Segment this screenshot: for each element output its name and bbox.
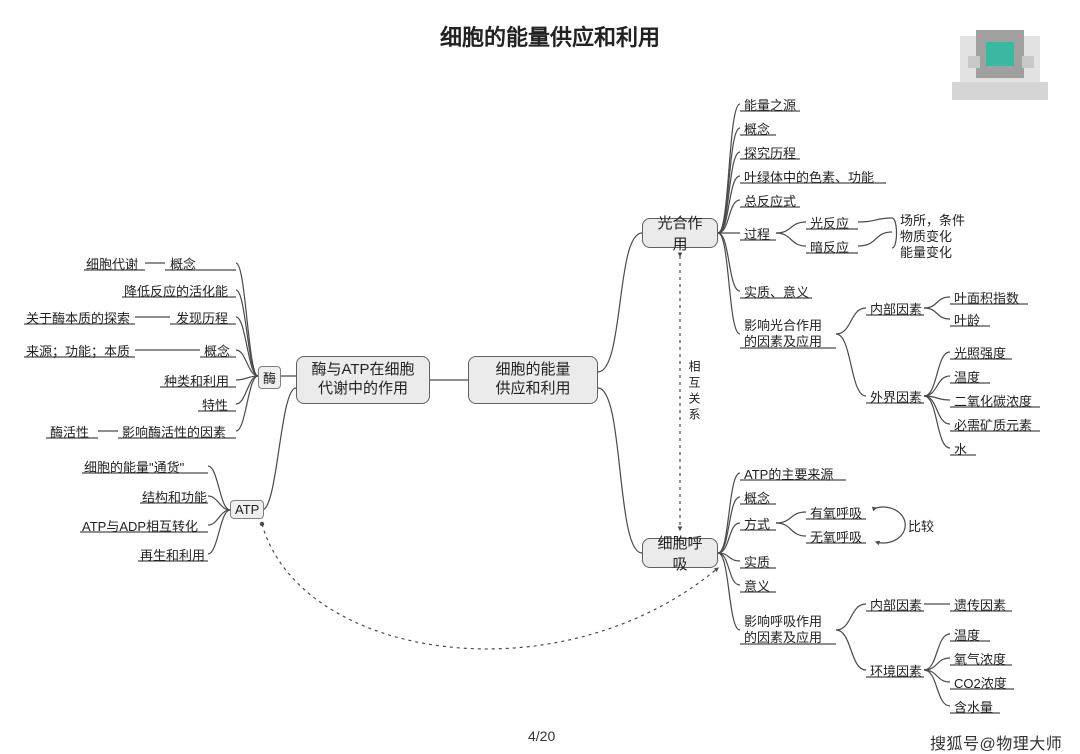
- enzyme-l2: 降低反应的活化能: [124, 281, 228, 300]
- left-hub-line2: 代谢中的作用: [318, 380, 408, 399]
- enzyme-l7b: 影响酶活性的因素: [122, 422, 226, 441]
- resp-r3: 方式: [744, 514, 770, 533]
- left-hub-line1: 酶与ATP在细胞: [311, 361, 414, 380]
- photo-ext-c: 二氧化碳浓度: [954, 391, 1032, 410]
- enzyme-l3a: 关于酶本质的探索: [26, 308, 130, 327]
- watermark-text: 搜狐号@物理大师: [930, 730, 1062, 754]
- resp-external: 环境因素: [870, 661, 922, 680]
- resp-r6: 影响呼吸作用 的因素及应用: [744, 614, 836, 645]
- resp-ext-b: 氧气浓度: [954, 649, 1006, 668]
- photo-ext-d: 必需矿质元素: [954, 415, 1032, 434]
- photo-internal: 内部因素: [870, 299, 922, 318]
- resp-r1: ATP的主要来源: [744, 464, 833, 483]
- page-footer: 4/20: [528, 728, 555, 744]
- diagram-stage: 细胞的能量供应和利用: [0, 0, 1080, 754]
- photo-ext-e: 水: [954, 439, 967, 458]
- enzyme-l6: 特性: [202, 395, 228, 414]
- resp-hub-node: 细胞呼吸: [642, 538, 718, 568]
- enzyme-l3b: 发现历程: [176, 308, 228, 327]
- photo-p7: 实质、意义: [744, 282, 809, 301]
- center-node: 细胞的能量 供应和利用: [468, 356, 598, 404]
- photo-ext-b: 温度: [954, 367, 980, 386]
- photo-p8: 影响光合作用 的因素及应用: [744, 318, 836, 349]
- photo-p4: 叶绿体中的色素、功能: [744, 167, 874, 186]
- photo-external: 外界因素: [870, 387, 922, 406]
- enzyme-l4b: 概念: [204, 341, 230, 360]
- resp-ext-d: 含水量: [954, 697, 993, 716]
- photo-ext-a: 光照强度: [954, 343, 1006, 362]
- resp-r2: 概念: [744, 488, 770, 507]
- atp-l3: ATP与ADP相互转化: [82, 516, 198, 535]
- enzyme-l7a: 酶活性: [50, 422, 89, 441]
- atp-l2: 结构和功能: [142, 487, 207, 506]
- resp-int-a: 遗传因素: [954, 595, 1006, 614]
- photo-proc-a: 光反应: [810, 213, 849, 232]
- resp-ext-a: 温度: [954, 625, 980, 644]
- photo-hub-node: 光合作用: [642, 218, 718, 248]
- enzyme-mini: 酶: [258, 366, 281, 389]
- enzyme-l4a: 来源；功能；本质: [26, 341, 130, 360]
- relation-label: 相互关系: [686, 360, 703, 424]
- enzyme-l1b: 概念: [170, 254, 196, 273]
- photo-int-b: 叶龄: [954, 310, 980, 329]
- resp-compare: 比较: [908, 516, 934, 535]
- atp-l1: 细胞的能量"通货": [84, 457, 184, 476]
- resp-mode-a: 有氧呼吸: [810, 503, 862, 522]
- photo-int-a: 叶面积指数: [954, 288, 1019, 307]
- photo-p3: 探究历程: [744, 143, 796, 162]
- photo-p5: 总反应式: [744, 191, 796, 210]
- resp-internal: 内部因素: [870, 595, 922, 614]
- atp-mini: ATP: [230, 500, 264, 519]
- resp-ext-c: CO2浓度: [954, 673, 1007, 692]
- photo-proc-b: 暗反应: [810, 237, 849, 256]
- photo-note-c: 能量变化: [900, 242, 952, 261]
- center-line1: 细胞的能量: [495, 361, 570, 380]
- atp-l4: 再生和利用: [140, 545, 205, 564]
- resp-r4: 实质: [744, 552, 770, 571]
- resp-mode-b: 无氧呼吸: [810, 527, 862, 546]
- enzyme-l5: 种类和利用: [164, 371, 229, 390]
- left-hub-node: 酶与ATP在细胞 代谢中的作用: [296, 356, 430, 404]
- photo-p1: 能量之源: [744, 95, 796, 114]
- photo-p2: 概念: [744, 119, 770, 138]
- resp-r5: 意义: [744, 576, 770, 595]
- photo-p6: 过程: [744, 224, 770, 243]
- enzyme-l1a: 细胞代谢: [86, 254, 138, 273]
- center-line2: 供应和利用: [495, 380, 570, 399]
